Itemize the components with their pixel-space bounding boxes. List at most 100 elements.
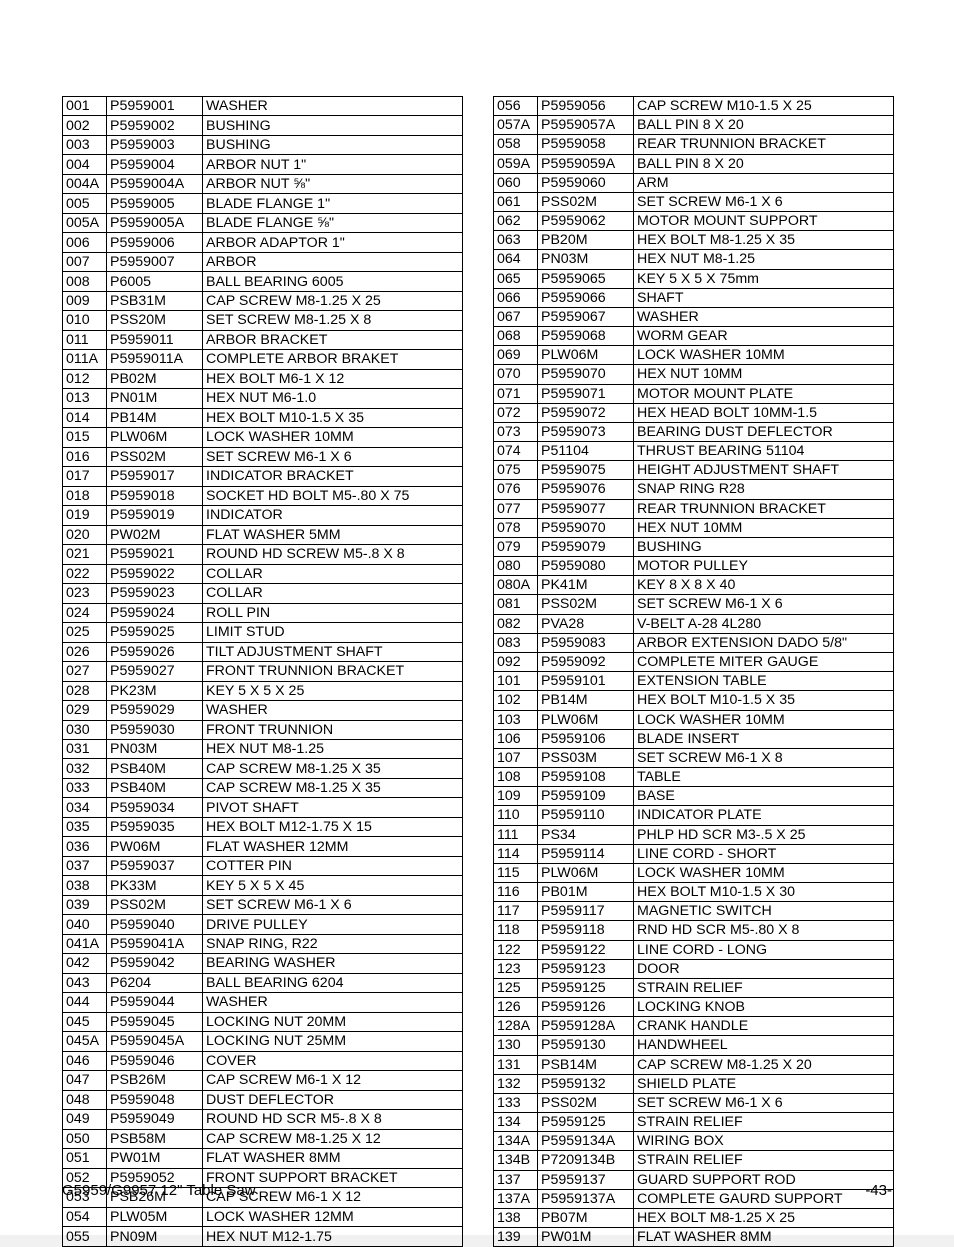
desc-cell: LOCK WASHER 10MM (634, 863, 894, 882)
desc-cell: HEX BOLT M12-1.75 X 15 (203, 817, 463, 836)
part-cell: P5959060 (538, 173, 634, 192)
part-cell: P5959117 (538, 902, 634, 921)
desc-cell: SHIELD PLATE (634, 1074, 894, 1093)
ref-cell: 050 (63, 1129, 107, 1148)
table-row: 106P5959106BLADE INSERT (494, 729, 894, 748)
desc-cell: DRIVE PULLEY (203, 915, 463, 934)
part-cell: P5959018 (107, 486, 203, 505)
table-row: 005P5959005BLADE FLANGE 1" (63, 194, 463, 213)
table-row: 014PB14MHEX BOLT M10-1.5 X 35 (63, 408, 463, 427)
table-row: 070P5959070HEX NUT 10MM (494, 365, 894, 384)
ref-cell: 045A (63, 1032, 107, 1051)
table-row: 054PLW05MLOCK WASHER 12MM (63, 1207, 463, 1226)
ref-cell: 047 (63, 1071, 107, 1090)
table-row: 132P5959132SHIELD PLATE (494, 1074, 894, 1093)
table-row: 016PSS02MSET SCREW M6-1 X 6 (63, 447, 463, 466)
part-cell: P5959006 (107, 233, 203, 252)
desc-cell: COMPLETE ARBOR BRAKET (203, 350, 463, 369)
desc-cell: KEY 5 X 5 X 25 (203, 681, 463, 700)
desc-cell: HEX BOLT M8-1.25 X 35 (634, 231, 894, 250)
part-cell: PLW06M (107, 428, 203, 447)
desc-cell: THRUST BEARING 51104 (634, 442, 894, 461)
part-cell: P5959027 (107, 662, 203, 681)
desc-cell: WASHER (203, 701, 463, 720)
table-row: 061PSS02MSET SCREW M6-1 X 6 (494, 192, 894, 211)
part-cell: P5959092 (538, 652, 634, 671)
ref-cell: 064 (494, 250, 538, 269)
ref-cell: 009 (63, 291, 107, 310)
ref-cell: 059A (494, 154, 538, 173)
ref-cell: 046 (63, 1051, 107, 1070)
table-row: 033PSB40MCAP SCREW M8-1.25 X 35 (63, 778, 463, 797)
table-row: 108P5959108TABLE (494, 768, 894, 787)
ref-cell: 004A (63, 174, 107, 193)
desc-cell: TILT ADJUSTMENT SHAFT (203, 642, 463, 661)
desc-cell: WASHER (634, 307, 894, 326)
part-cell: P5959125 (538, 978, 634, 997)
desc-cell: MOTOR MOUNT PLATE (634, 384, 894, 403)
desc-cell: HEX NUT M8-1.25 (634, 250, 894, 269)
desc-cell: CAP SCREW M6-1 X 12 (203, 1071, 463, 1090)
desc-cell: SNAP RING R28 (634, 480, 894, 499)
table-row: 028PK23MKEY 5 X 5 X 25 (63, 681, 463, 700)
desc-cell: BLADE FLANGE ⅝" (203, 213, 463, 232)
table-row: 039PSS02MSET SCREW M6-1 X 6 (63, 895, 463, 914)
table-row: 027P5959027FRONT TRUNNION BRACKET (63, 662, 463, 681)
table-row: 023P5959023COLLAR (63, 584, 463, 603)
part-cell: P5959001 (107, 97, 203, 116)
table-row: 064PN03MHEX NUT M8-1.25 (494, 250, 894, 269)
ref-cell: 041A (63, 934, 107, 953)
desc-cell: ROLL PIN (203, 603, 463, 622)
table-row: 071P5959071MOTOR MOUNT PLATE (494, 384, 894, 403)
part-cell: P5959072 (538, 403, 634, 422)
desc-cell: STRAIN RELIEF (634, 1151, 894, 1170)
part-cell: P5959046 (107, 1051, 203, 1070)
table-row: 031PN03MHEX NUT M8-1.25 (63, 739, 463, 758)
desc-cell: SNAP RING, R22 (203, 934, 463, 953)
table-row: 009PSB31MCAP SCREW M8-1.25 X 25 (63, 291, 463, 310)
table-row: 001P5959001WASHER (63, 97, 463, 116)
desc-cell: SET SCREW M6-1 X 6 (634, 595, 894, 614)
ref-cell: 108 (494, 768, 538, 787)
part-cell: PW02M (107, 525, 203, 544)
ref-cell: 025 (63, 623, 107, 642)
part-cell: PN03M (107, 739, 203, 758)
part-cell: P7209134B (538, 1151, 634, 1170)
table-row: 007P5959007ARBOR (63, 252, 463, 271)
desc-cell: LOCK WASHER 10MM (634, 710, 894, 729)
ref-cell: 117 (494, 902, 538, 921)
ref-cell: 005 (63, 194, 107, 213)
part-cell: P5959059A (538, 154, 634, 173)
ref-cell: 077 (494, 499, 538, 518)
table-row: 048P5959048DUST DEFLECTOR (63, 1090, 463, 1109)
ref-cell: 082 (494, 614, 538, 633)
table-row: 017P5959017INDICATOR BRACKET (63, 467, 463, 486)
ref-cell: 001 (63, 97, 107, 116)
part-cell: P5959004 (107, 155, 203, 174)
ref-cell: 019 (63, 506, 107, 525)
table-row: 036PW06MFLAT WASHER 12MM (63, 837, 463, 856)
ref-cell: 076 (494, 480, 538, 499)
table-row: 021P5959021ROUND HD SCREW M5-.8 X 8 (63, 545, 463, 564)
desc-cell: MOTOR MOUNT SUPPORT (634, 212, 894, 231)
part-cell: P5959122 (538, 940, 634, 959)
table-row: 020PW02MFLAT WASHER 5MM (63, 525, 463, 544)
desc-cell: EXTENSION TABLE (634, 672, 894, 691)
part-cell: P5959011 (107, 330, 203, 349)
ref-cell: 035 (63, 817, 107, 836)
ref-cell: 071 (494, 384, 538, 403)
part-cell: P5959070 (538, 365, 634, 384)
ref-cell: 066 (494, 288, 538, 307)
table-row: 044P5959044WASHER (63, 993, 463, 1012)
table-row: 109P5959109BASE (494, 787, 894, 806)
part-cell: PSS02M (107, 895, 203, 914)
desc-cell: WASHER (203, 97, 463, 116)
ref-cell: 080 (494, 557, 538, 576)
ref-cell: 022 (63, 564, 107, 583)
desc-cell: ARBOR EXTENSION DADO 5/8" (634, 633, 894, 652)
desc-cell: BALL PIN 8 X 20 (634, 116, 894, 135)
table-row: 130P5959130HANDWHEEL (494, 1036, 894, 1055)
ref-cell: 107 (494, 748, 538, 767)
part-cell: P5959123 (538, 959, 634, 978)
ref-cell: 011 (63, 330, 107, 349)
